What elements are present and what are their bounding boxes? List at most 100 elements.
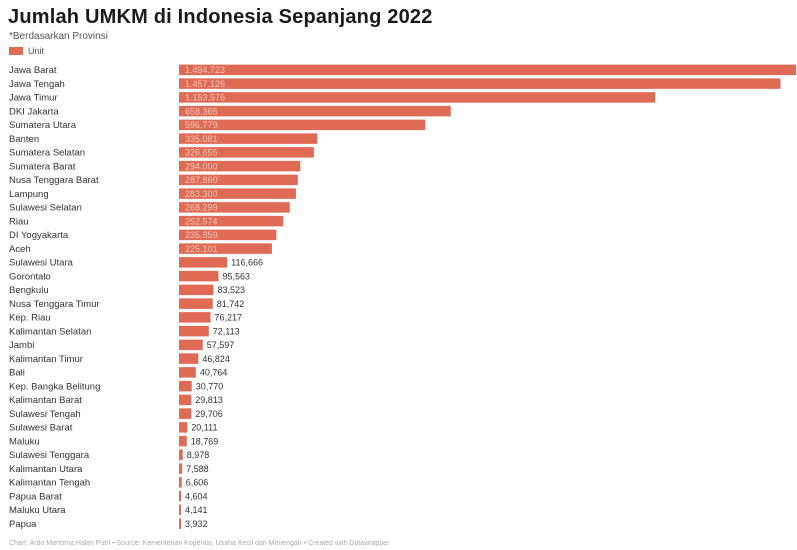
bar [179,325,209,337]
bar [179,477,182,488]
category-label: Riau [9,216,29,227]
value-label: 596.779 [185,120,218,130]
category-label: Bengkulu [9,285,49,296]
bar [179,394,192,406]
value-label: 116,666 [231,258,263,268]
value-label: 252.574 [185,216,218,226]
value-label: 7,588 [186,464,209,474]
bar [179,518,181,529]
bar [179,160,301,172]
category-label: Sulawesi Utara [9,258,74,269]
value-label: 4,604 [185,491,208,501]
category-label: Nusa Tenggara Timur [9,299,100,310]
value-label: 225.101 [185,244,218,254]
category-label: Sulawesi Selatan [9,203,82,214]
bar [179,229,277,241]
chart-footer: Chart: Ardo Martoma Halim Putri • Source… [9,540,390,547]
category-label: DKI Jakarta [9,106,59,117]
value-label: 29,706 [195,409,223,419]
category-label: Nusa Tenggara Barat [9,175,99,186]
value-label: 1.494.723 [185,65,225,75]
bar [179,435,187,447]
value-label: 57,597 [207,340,235,350]
value-label: 294.000 [185,161,218,171]
bar [179,147,314,158]
bar [179,64,796,76]
value-label: 76,217 [214,313,242,323]
value-label: 283.300 [185,189,218,199]
bar [179,367,196,378]
category-label: Jawa Timur [9,93,58,104]
category-label: Kalimantan Timur [9,354,83,365]
value-label: 95,563 [222,271,250,281]
category-label: Kalimantan Barat [9,395,82,406]
value-label: 235.859 [185,230,218,240]
bar [179,92,656,103]
category-label: Jambi [9,340,34,351]
bar [179,504,181,516]
category-label: Sulawesi Barat [9,423,73,434]
bar [179,119,426,131]
chart-subtitle: *Berdasarkan Provinsi [9,31,108,42]
value-label: 46,824 [202,354,230,364]
legend-swatch [9,47,23,55]
category-label: Sumatera Barat [9,161,76,172]
value-label: 20,111 [191,423,217,433]
bar [179,105,451,117]
category-label: Kalimantan Tengah [9,478,90,489]
category-label: Maluku Utara [9,505,66,516]
bar [179,422,188,433]
bar [179,449,183,461]
category-label: Aceh [9,244,31,255]
category-label: Sumatera Selatan [9,148,85,159]
bar [179,312,211,323]
bar [179,270,219,282]
bar [179,408,192,419]
bar [179,202,290,213]
bar [179,353,199,364]
chart-title: Jumlah UMKM di Indonesia Sepanjang 2022 [8,6,433,28]
bar [179,463,183,474]
value-label: 1.457.126 [185,79,225,89]
value-label: 18,769 [191,436,219,446]
bar [179,257,228,268]
bar [179,284,214,296]
category-label: Gorontalo [9,271,51,282]
category-label: Kep. Bangka Belitung [9,381,100,392]
category-label: Jawa Barat [9,65,57,76]
value-label: 29,813 [195,395,223,405]
value-label: 30,770 [196,381,224,391]
category-label: DI Yogyakarta [9,230,69,241]
value-label: 4,141 [185,505,208,515]
category-label: Sumatera Utara [9,120,77,131]
chart-legend: Unit [9,46,44,56]
value-label: 72,113 [213,326,240,336]
bar [179,133,318,144]
category-label: Bali [9,368,25,379]
value-label: 6,606 [186,478,209,488]
bar [179,298,213,309]
value-label: 81,742 [217,299,245,309]
bar [179,188,296,199]
category-label: Sulawesi Tengah [9,409,81,420]
category-label: Kep. Riau [9,313,51,324]
category-label: Maluku [9,436,40,447]
legend-label: Unit [28,46,45,56]
bar [179,380,192,392]
bar [179,215,284,227]
bar [179,243,272,254]
category-label: Jawa Tengah [9,79,65,90]
value-label: 326.655 [185,148,218,158]
category-label: Lampung [9,189,49,200]
bar [179,174,298,186]
category-label: Sulawesi Tenggara [9,450,90,461]
category-label: Banten [9,134,39,145]
value-label: 287.860 [185,175,218,185]
value-label: 83,523 [217,285,245,295]
value-label: 3,932 [185,519,208,529]
bar [179,78,781,89]
category-label: Papua [9,519,37,530]
category-label: Kalimantan Utara [9,464,83,475]
value-label: 658.365 [185,106,218,116]
